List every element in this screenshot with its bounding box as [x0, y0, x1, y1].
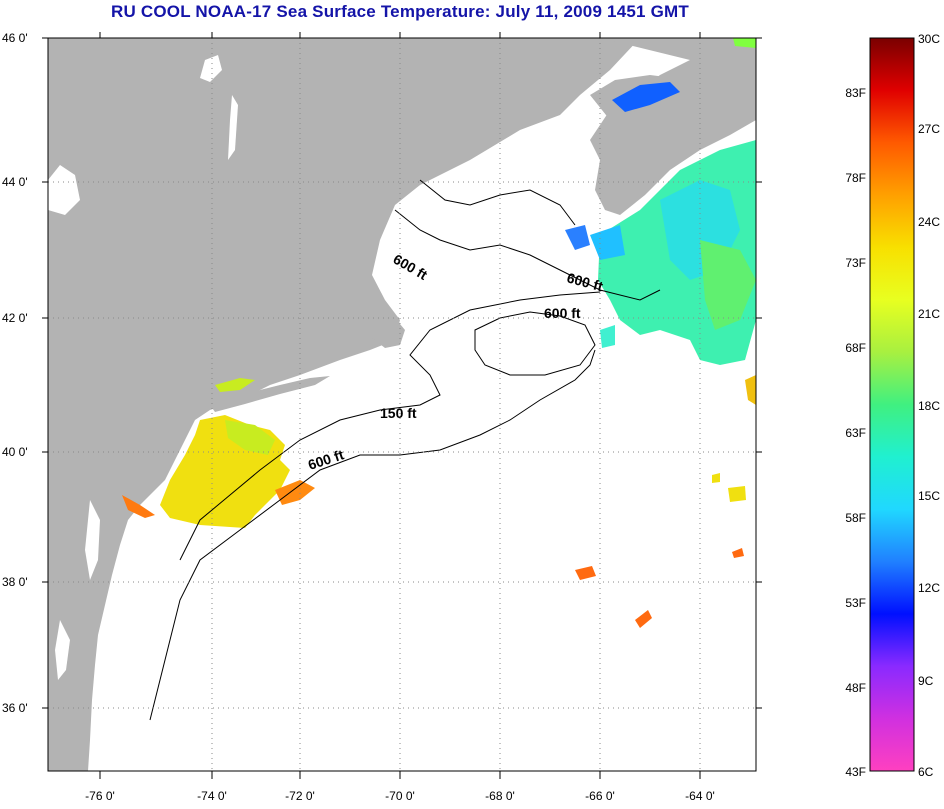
cb-f-63: 63F [845, 426, 866, 440]
sst-patch-blue-bay-of-fundy [612, 82, 680, 112]
graticule [48, 38, 756, 771]
colorbar-c-labels: 30C 27C 24C 21C 18C 15C 12C 9C 6C [918, 32, 940, 779]
lat-label-36: 36 0' [2, 701, 28, 715]
lon-label-70: -70 0' [385, 789, 415, 803]
cb-f-58: 58F [845, 511, 866, 525]
sst-patch-yellowgreen [225, 420, 275, 455]
contour-georges-bank [474, 311, 596, 376]
cb-f-78: 78F [845, 171, 866, 185]
cb-f-43: 43F [845, 765, 866, 779]
sst-patch-offshore-1 [575, 566, 596, 580]
cb-c-24: 24C [918, 215, 940, 229]
sst-patch-corner [733, 38, 756, 48]
cb-f-68: 68F [845, 341, 866, 355]
cb-c-30: 30C [918, 32, 940, 46]
lat-label-46: 46 0' [2, 31, 28, 45]
contour-600ft-gulf-of-maine [394, 209, 661, 301]
map-frame [47, 37, 757, 772]
depth-label-georges: 600 ft [544, 305, 581, 321]
colorbar [869, 37, 915, 772]
lat-label-44: 44 0' [2, 175, 28, 189]
inland-water [48, 55, 238, 680]
sst-patch-orange-ny-bight [275, 480, 315, 505]
cb-f-53: 53F [845, 596, 866, 610]
cb-c-15: 15C [918, 489, 940, 503]
lat-label-40: 40 0' [2, 445, 28, 459]
sst-patch-lightblue [590, 225, 625, 260]
cb-c-21: 21C [918, 307, 940, 321]
sst-patch-li-sound [215, 378, 255, 392]
cb-f-83: 83F [845, 86, 866, 100]
cb-c-12: 12C [918, 581, 940, 595]
contour-600ft-shelf [149, 349, 596, 721]
cb-f-48: 48F [845, 681, 866, 695]
cb-c-6: 6C [918, 765, 934, 779]
contour-150ft [179, 291, 601, 561]
depth-label-150ft: 150 ft [380, 405, 417, 421]
cb-f-73: 73F [845, 256, 866, 270]
bathymetry-contours [149, 179, 661, 721]
land-nova-scotia [590, 38, 756, 215]
sst-patch-offshore-3 [732, 548, 744, 558]
lat-label-42: 42 0' [2, 311, 28, 325]
sst-patch-green [700, 240, 756, 330]
land-us-coast [48, 38, 640, 771]
lon-label-74: -74 0' [197, 789, 227, 803]
cb-c-27: 27C [918, 122, 940, 136]
sst-patch-offshore-6 [745, 375, 756, 405]
sst-patch-teal [600, 325, 615, 348]
contour-inner-gulf [419, 179, 576, 226]
sst-patch-offshore-2 [635, 610, 652, 628]
lon-label-76: -76 0' [85, 789, 115, 803]
land-cape-cod [370, 318, 405, 348]
lon-label-66: -66 0' [585, 789, 615, 803]
cb-c-18: 18C [918, 399, 940, 413]
sst-patch-offshore-5 [712, 473, 720, 483]
sst-patch-offshore-4 [728, 486, 746, 502]
land-long-island [210, 376, 330, 412]
sst-patches [122, 38, 756, 628]
lat-label-38: 38 0' [2, 575, 28, 589]
sst-patch-orange-delaware [122, 495, 155, 518]
sst-patch-blue-2 [565, 225, 590, 250]
map-content: 600 ft 600 ft 600 ft 150 ft 600 ft [48, 38, 756, 771]
map-title: RU COOL NOAA-17 Sea Surface Temperature:… [111, 2, 689, 21]
axis-ticks [42, 32, 762, 779]
cb-c-9: 9C [918, 674, 934, 688]
colorbar-f-labels: 83F 78F 73F 68F 63F 58F 53F 48F 43F [845, 86, 866, 779]
lon-label-64: -64 0' [685, 789, 715, 803]
lon-label-72: -72 0' [285, 789, 315, 803]
lon-label-68: -68 0' [485, 789, 515, 803]
